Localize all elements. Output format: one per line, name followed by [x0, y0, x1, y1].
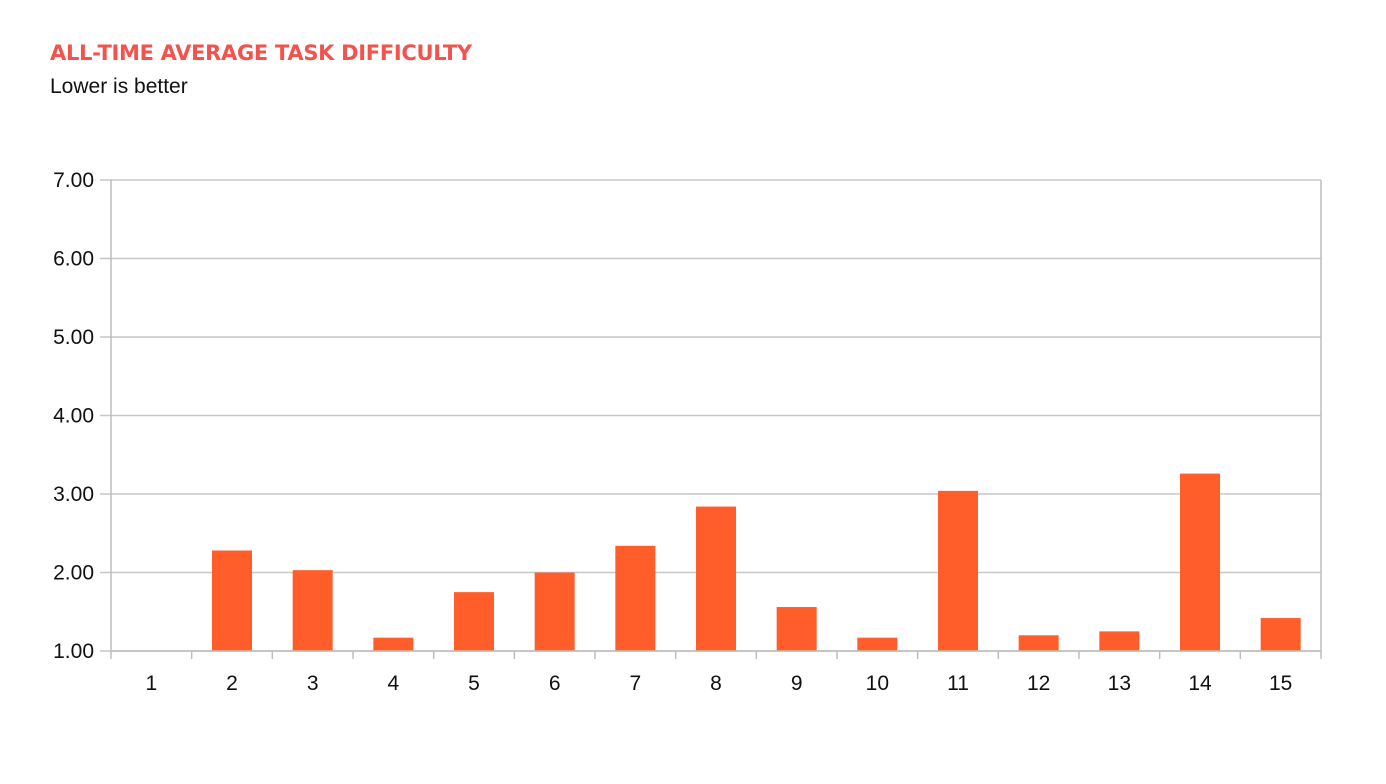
- bar-7: [615, 545, 656, 651]
- x-tick-label: 12: [1027, 672, 1050, 695]
- bar-5: [454, 592, 494, 651]
- x-tick-label: 3: [307, 672, 319, 695]
- bar-15: [1260, 618, 1301, 651]
- bar-10: [857, 637, 898, 651]
- x-tick-label: 7: [629, 672, 641, 695]
- y-tick-label: 6.00: [53, 248, 94, 271]
- y-tick-label: 1.00: [53, 640, 94, 663]
- bar-2: [212, 550, 252, 651]
- bar-4: [373, 637, 414, 651]
- x-tick-label: 4: [387, 672, 399, 695]
- bar-3: [292, 570, 333, 651]
- bar-6: [534, 572, 575, 651]
- bars: [212, 473, 1301, 651]
- x-tick-label: 9: [791, 672, 803, 695]
- y-tick-label: 7.00: [53, 169, 94, 192]
- bar-9: [776, 607, 817, 651]
- x-tick-label: 11: [947, 672, 969, 695]
- x-tick-label: 1: [145, 672, 157, 695]
- bar-14: [1180, 473, 1220, 651]
- x-tick-label: 15: [1269, 672, 1292, 695]
- axes: [110, 180, 1322, 659]
- x-tick-label: 14: [1188, 672, 1212, 695]
- y-tick-label: 3.00: [53, 483, 94, 506]
- x-tick-label: 13: [1108, 672, 1131, 695]
- bar-8: [696, 506, 736, 651]
- tick-labels: 1.002.003.004.005.006.007.001 2 3 4 5 6 7 8 9 10 1…: [53, 169, 1292, 695]
- bar-13: [1099, 631, 1140, 651]
- x-tick-label: 8: [710, 672, 722, 695]
- bar-12: [1018, 635, 1059, 651]
- x-tick-label: 10: [866, 672, 889, 695]
- chart-subtitle: Lower is better: [50, 75, 188, 98]
- y-tick-label: 2.00: [53, 562, 94, 585]
- bar-11: [938, 490, 978, 651]
- y-tick-label: 4.00: [53, 405, 94, 428]
- x-tick-label: 6: [549, 672, 561, 695]
- chart-title: ALL-TIME AVERAGE TASK DIFFICULTY: [50, 41, 472, 65]
- x-tick-label: 5: [468, 672, 480, 695]
- x-tick-label: 2: [226, 672, 238, 695]
- y-tick-label: 5.00: [53, 326, 94, 349]
